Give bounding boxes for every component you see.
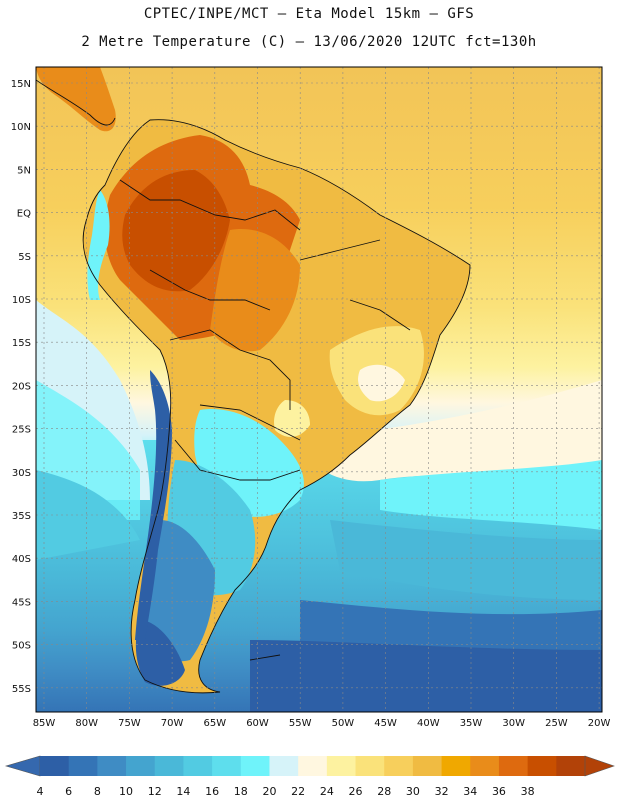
colorbar-tick-label: 20 xyxy=(262,785,276,798)
colorbar-swatch xyxy=(441,756,471,776)
latitude-label: 40S xyxy=(12,554,31,565)
colorbar-swatch xyxy=(498,756,529,776)
colorbar-tick-label: 36 xyxy=(492,785,506,798)
longitude-label: 30W xyxy=(502,718,525,729)
temperature-field xyxy=(36,67,602,712)
colorbar-tick-label: 18 xyxy=(234,785,248,798)
colorbar-max-arrow xyxy=(584,755,615,777)
colorbar-tick-label: 26 xyxy=(349,785,363,798)
colorbar-tick-label: 16 xyxy=(205,785,219,798)
latitude-label: 50S xyxy=(12,641,31,652)
colorbar-swatch xyxy=(470,756,500,776)
colorbar-swatch xyxy=(183,756,213,776)
longitude-labels: 85W 80W 75W 70W 65W 60W 55W 50W 45W 40W 35W 30W 25W 2… xyxy=(33,718,611,729)
colorbar-swatch xyxy=(68,756,98,776)
colorbar-tick-label: 38 xyxy=(521,785,535,798)
longitude-label: 35W xyxy=(460,718,483,729)
longitude-label: 45W xyxy=(374,718,397,729)
latitude-label: 20S xyxy=(12,381,31,392)
colorbar-tick-label: 12 xyxy=(148,785,162,798)
colorbar-tick-label: 14 xyxy=(176,785,190,798)
colorbar-tick-label: 24 xyxy=(320,785,334,798)
colorbar-swatch xyxy=(269,756,299,776)
colorbar-tick-label: 30 xyxy=(406,785,420,798)
colorbar-tick-label: 10 xyxy=(119,785,133,798)
map-title-line-2: 2 Metre Temperature (C) – 13/06/2020 12U… xyxy=(81,34,537,50)
colorbar-swatch xyxy=(40,756,70,776)
longitude-label: 85W xyxy=(33,718,56,729)
graticule xyxy=(36,67,602,712)
map-frame xyxy=(35,66,603,713)
longitude-label: 40W xyxy=(417,718,440,729)
colorbar-tick-label: 34 xyxy=(463,785,477,798)
longitude-label: 25W xyxy=(545,718,568,729)
longitude-label: 75W xyxy=(118,718,141,729)
longitude-label: 20W xyxy=(588,718,611,729)
longitude-label: 80W xyxy=(75,718,98,729)
colorbar-tick-label: 32 xyxy=(435,785,449,798)
latitude-label: 5N xyxy=(17,165,31,176)
latitude-label: 35S xyxy=(12,511,31,522)
longitude-label: 65W xyxy=(203,718,226,729)
colorbar-tick-label: 8 xyxy=(94,785,101,798)
colorbar: 4 6 8 10 12 14 16 18 20 22 24 26 28 30 32 34 36 38 xyxy=(4,755,615,798)
latitude-label: 15S xyxy=(12,338,31,349)
colorbar-swatch xyxy=(97,756,127,776)
colorbar-swatch xyxy=(154,756,184,776)
coastlines xyxy=(36,79,471,694)
colorbar-tick-label: 4 xyxy=(37,785,44,798)
colorbar-swatch xyxy=(240,756,270,776)
latitude-label: 55S xyxy=(12,684,31,695)
colorbar-tick-label: 28 xyxy=(377,785,391,798)
colorbar-swatch xyxy=(212,756,242,776)
colorbar-tick-label: 6 xyxy=(65,785,72,798)
colorbar-tick-label: 22 xyxy=(291,785,305,798)
latitude-label: 10N xyxy=(11,122,31,133)
longitude-label: 55W xyxy=(289,718,312,729)
colorbar-swatch xyxy=(298,756,328,776)
latitude-label: 15N xyxy=(11,79,31,90)
colorbar-swatch xyxy=(326,756,356,776)
latitude-label: 25S xyxy=(12,425,31,436)
latitude-labels: 15N 10N 5N EQ 5S 10S 15S 20S 25S 30S 35S 40S 45S 50S 5… xyxy=(11,79,31,695)
colorbar-min-arrow xyxy=(4,755,41,777)
latitude-label: 10S xyxy=(12,295,31,306)
latitude-label: 5S xyxy=(18,252,31,263)
colorbar-swatch xyxy=(527,756,557,776)
colorbar-swatch xyxy=(384,756,414,776)
longitude-label: 50W xyxy=(332,718,355,729)
colorbar-swatch xyxy=(126,756,156,776)
latitude-label: EQ xyxy=(17,209,31,220)
map-title-line-1: CPTEC/INPE/MCT – Eta Model 15km – GFS xyxy=(143,6,475,22)
longitude-label: 70W xyxy=(161,718,184,729)
longitude-label: 60W xyxy=(246,718,269,729)
colorbar-swatch xyxy=(412,756,442,776)
latitude-label: 30S xyxy=(12,468,31,479)
colorbar-swatch xyxy=(355,756,385,776)
colorbar-swatch xyxy=(556,756,586,776)
latitude-label: 45S xyxy=(12,597,31,608)
